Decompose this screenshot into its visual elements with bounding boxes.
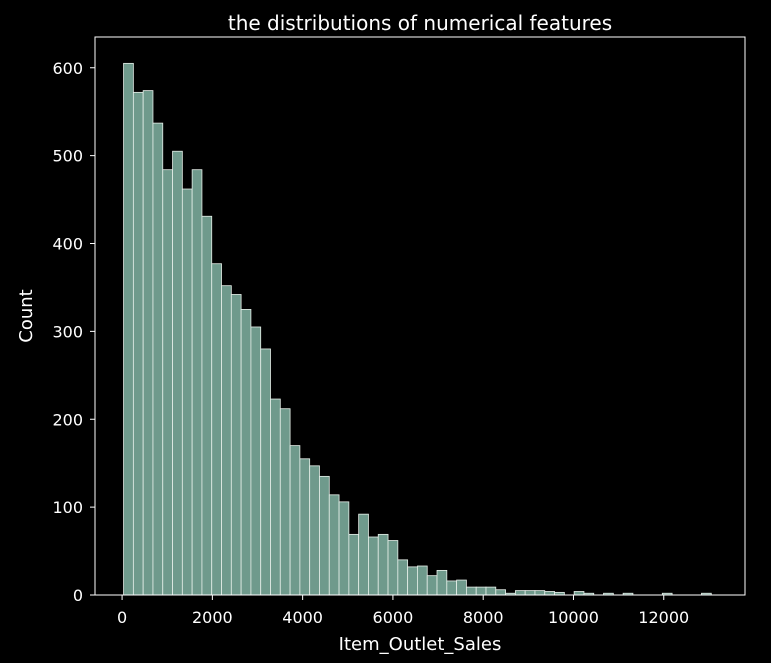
histogram-bar [426, 575, 438, 596]
x-tick-label: 8000 [463, 608, 504, 627]
histogram-bar [211, 263, 222, 596]
histogram-bar [270, 398, 281, 596]
y-tick-label: 0 [73, 586, 83, 605]
y-axis-title: Count [16, 289, 37, 342]
histogram-bar [289, 445, 301, 596]
histogram-bar [152, 122, 164, 596]
histogram-bar [358, 513, 369, 596]
histogram-bar [466, 586, 477, 596]
histogram-bar [123, 62, 134, 596]
histogram-bar [544, 591, 555, 596]
histogram-bar [240, 309, 252, 596]
histogram-bar [309, 465, 320, 596]
histogram-bar [407, 566, 418, 596]
histogram-bar [338, 501, 350, 596]
y-tick-label: 400 [52, 235, 83, 254]
histogram-bar [279, 408, 291, 596]
histogram-bar [475, 586, 487, 596]
chart-title: the distributions of numerical features [228, 11, 612, 35]
histogram-bar [436, 569, 448, 596]
histogram-bar [319, 475, 330, 596]
plot-frame [94, 36, 746, 596]
x-tick-label: 2000 [192, 608, 233, 627]
histogram-bar [573, 591, 585, 596]
histogram-bar [260, 348, 271, 596]
histogram-bar [221, 285, 232, 596]
histogram-bar [172, 150, 183, 596]
histogram-bar [132, 91, 144, 596]
histogram-bar [191, 169, 203, 596]
y-tick-label: 200 [52, 410, 83, 429]
histogram-bar [417, 565, 428, 596]
histogram-bar [181, 188, 193, 596]
histogram-bar [485, 586, 497, 596]
ticks-layer: 0 2000 4000 6000 8000 10000 12000 0 100 200 300 400… [52, 59, 689, 627]
histogram-bar [397, 559, 409, 596]
histogram-bar [230, 294, 242, 596]
x-tick-label: 10000 [548, 608, 599, 627]
histogram-bar [377, 533, 389, 596]
y-tick-label: 500 [52, 147, 83, 166]
histogram-bar [250, 326, 262, 596]
x-axis-title: Item_Outlet_Sales [339, 634, 502, 655]
histogram-bar [328, 494, 340, 596]
histogram-bar [142, 90, 154, 596]
x-tick-label: 4000 [282, 608, 323, 627]
histogram-bar [524, 590, 536, 596]
x-tick-label: 6000 [373, 608, 414, 627]
histogram-bar [368, 536, 379, 596]
histogram-bar [299, 458, 311, 596]
histogram-bar [201, 215, 213, 596]
histogram-bar [162, 169, 173, 596]
y-tick-label: 600 [52, 59, 83, 78]
x-tick-label: 0 [117, 608, 127, 627]
histogram-bar [534, 590, 546, 596]
y-tick-label: 300 [52, 322, 83, 341]
histogram-bar [456, 579, 467, 596]
histogram-bar [446, 580, 458, 596]
histogram-bar [387, 540, 399, 596]
histogram-bar [495, 589, 506, 596]
histogram-bar [348, 533, 360, 596]
histogram-bar [514, 590, 526, 596]
y-tick-label: 100 [52, 498, 83, 517]
x-tick-label: 12000 [638, 608, 689, 627]
